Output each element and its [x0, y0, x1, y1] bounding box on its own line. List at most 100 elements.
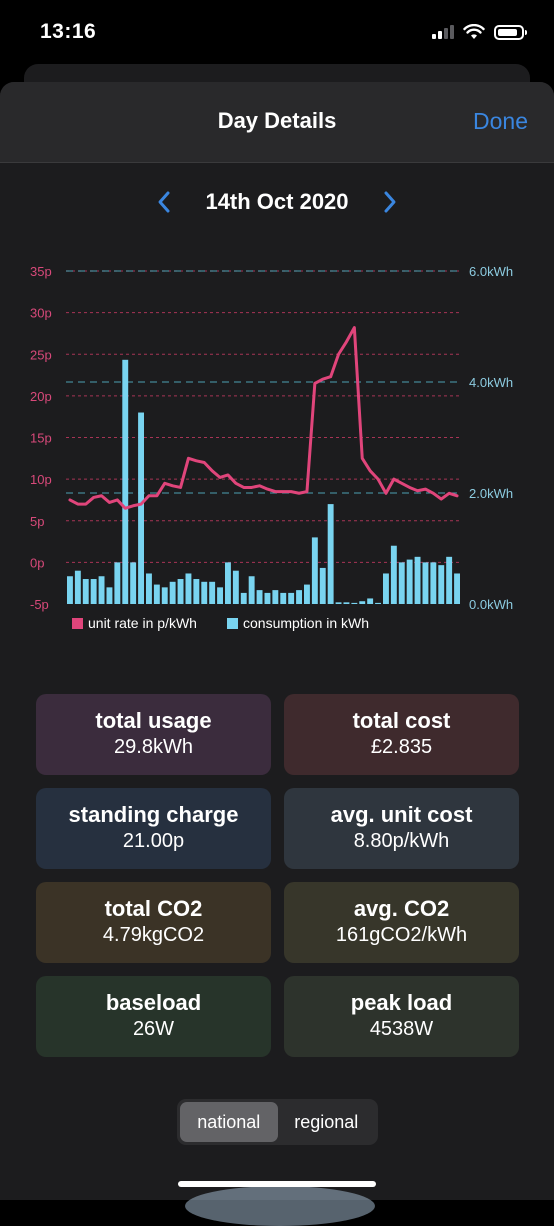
consumption-bar [422, 562, 429, 604]
stat-card-total-usage: total usage 29.8kWh [36, 694, 271, 775]
current-date: 14th Oct 2020 [205, 189, 349, 214]
consumption-bar [446, 556, 453, 604]
consumption-bar [438, 565, 445, 604]
left-tick-label: 5p [30, 514, 44, 529]
date-navigator: 14th Oct 2020 [0, 182, 554, 222]
stat-label: total cost [352, 708, 451, 733]
consumption-bar [209, 581, 216, 604]
background-glow [185, 1186, 375, 1226]
consumption-bar [296, 590, 302, 604]
nav-bar: Day Details Done [0, 82, 554, 163]
consumption-bar [90, 579, 97, 604]
right-tick-label: 2.0kWh [469, 486, 513, 501]
stat-card-standing-charge: standing charge 21.00p [36, 788, 271, 869]
stat-label: avg. unit cost [330, 802, 473, 827]
consumption-bar [280, 592, 287, 604]
stat-value: 161gCO2/kWh [335, 924, 468, 946]
consumption-bar [225, 562, 231, 604]
consumption-bar [398, 562, 405, 604]
done-button[interactable]: Done [473, 108, 528, 134]
stat-value: 4538W [369, 1018, 434, 1040]
left-tick-label: -5p [30, 597, 49, 612]
consumption-bar [146, 573, 152, 604]
segment-national[interactable]: national [180, 1102, 278, 1142]
consumption-bar [82, 579, 89, 604]
stat-label: avg. CO2 [353, 896, 450, 921]
consumption-bar [114, 562, 121, 604]
consumption-bar [98, 576, 105, 604]
stat-card-peak-load: peak load 4538W [284, 976, 519, 1057]
day-usage-chart: 35p 30p 25p 20p 15p 10p 5p 0p -5p 6.0kWh 4.0kWh 2.0… [30, 264, 513, 631]
left-tick-label: 15p [30, 431, 52, 446]
stat-label: total usage [95, 708, 212, 733]
consumption-bar [304, 584, 310, 604]
left-tick-label: 35p [30, 264, 52, 279]
consumption-bar [122, 359, 129, 604]
consumption-bar [327, 504, 334, 604]
consumption-bar [375, 602, 381, 604]
consumption-bar [130, 562, 137, 604]
unit-rate-line [68, 326, 459, 510]
left-tick-label: 30p [30, 306, 52, 321]
legend-swatch-rate [72, 618, 83, 629]
stat-card-avg-co2: avg. CO2 161gCO2/kWh [284, 882, 519, 963]
stat-value: £2.835 [370, 736, 433, 758]
stat-value: 4.79kgCO2 [102, 924, 205, 946]
consumption-bar [67, 576, 73, 604]
consumption-bar [74, 570, 81, 604]
consumption-bar [414, 556, 421, 604]
segment-regional[interactable]: regional [294, 1112, 359, 1132]
consumption-bar [169, 581, 176, 604]
home-indicator[interactable] [178, 1181, 376, 1187]
cellular-signal-icon [432, 25, 454, 39]
legend-label-consumption: consumption in kWh [243, 615, 369, 631]
stat-card-total-co2: total CO2 4.79kgCO2 [36, 882, 271, 963]
consumption-bar [288, 592, 295, 604]
stat-label: peak load [350, 990, 453, 1015]
consumption-bar [367, 598, 374, 604]
consumption-bar [217, 587, 223, 604]
chevron-left-icon[interactable] [151, 188, 179, 216]
stats-grid: total usage 29.8kWh total cost £2.835 standi… [36, 694, 519, 1057]
consumption-bar [335, 602, 342, 604]
consumption-bar [264, 592, 271, 604]
stat-label: baseload [105, 990, 202, 1015]
right-tick-label: 6.0kWh [469, 264, 513, 279]
consumption-bar [248, 576, 255, 604]
consumption-bar [161, 587, 168, 604]
consumption-bar [256, 590, 263, 604]
day-details-sheet: Day Details Done 14th Oct 2020 35p 30p 25p… [0, 82, 554, 1200]
consumption-bar [106, 587, 113, 604]
left-tick-label: 20p [30, 389, 52, 404]
chevron-right-icon[interactable] [375, 188, 403, 216]
consumption-bar [177, 579, 184, 604]
stat-value: 8.80p/kWh [353, 830, 450, 852]
page-title: Day Details [217, 108, 337, 133]
region-segmented-control[interactable]: national regional [177, 1099, 378, 1145]
right-tick-label: 0.0kWh [469, 597, 513, 612]
consumption-bar [390, 545, 397, 604]
stat-value: 29.8kWh [114, 736, 193, 758]
consumption-bar [201, 581, 208, 604]
wifi-icon [463, 24, 485, 39]
consumption-bar [193, 579, 200, 604]
consumption-bar [153, 584, 160, 604]
battery-icon [494, 24, 527, 40]
consumption-bar [351, 602, 358, 604]
consumption-bar [185, 573, 192, 604]
left-tick-label: 0p [30, 555, 44, 570]
stat-label: total CO2 [104, 896, 203, 921]
consumption-bar [430, 562, 437, 604]
consumption-bar [319, 567, 326, 604]
consumption-bar [343, 602, 350, 604]
stat-label: standing charge [68, 802, 239, 827]
stat-card-baseload: baseload 26W [36, 976, 271, 1057]
stat-value: 26W [132, 1018, 175, 1040]
consumption-bar [240, 592, 247, 604]
status-icons [432, 24, 527, 40]
stat-value: 21.00p [122, 830, 185, 852]
consumption-bar [272, 590, 279, 604]
status-time: 13:16 [40, 20, 97, 43]
consumption-bar [311, 537, 318, 604]
consumption-bar [359, 601, 366, 604]
